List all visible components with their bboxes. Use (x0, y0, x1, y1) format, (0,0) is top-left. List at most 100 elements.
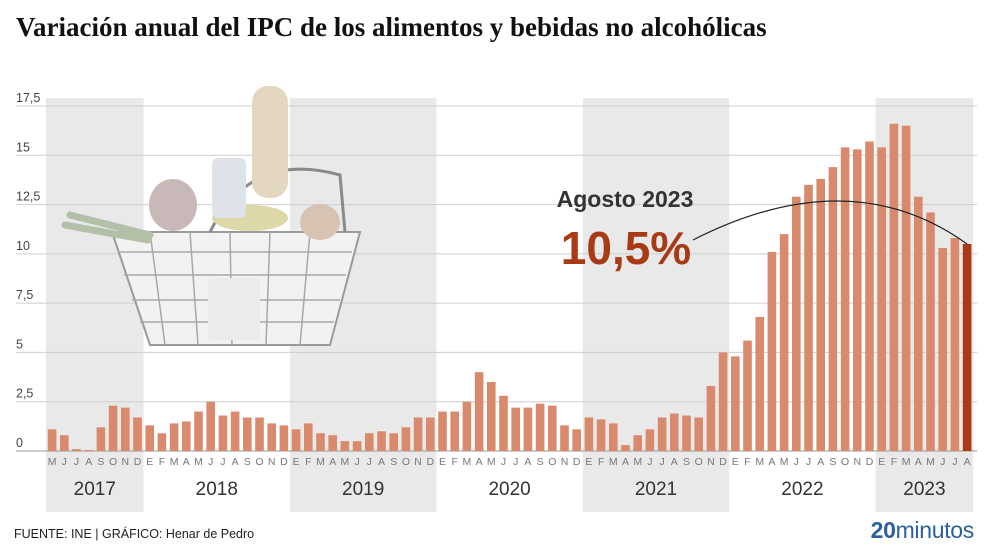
bar (243, 417, 252, 451)
month-label: A (622, 456, 629, 468)
month-label: S (683, 456, 690, 468)
annotation-connector (692, 200, 968, 245)
month-label: N (707, 456, 715, 468)
shopping-basket-icon (61, 86, 362, 346)
chart-title: Variación anual del IPC de los alimentos… (16, 12, 767, 42)
month-label: S (829, 456, 836, 468)
month-label: S (244, 456, 251, 468)
month-label: M (902, 456, 911, 468)
bar (511, 407, 520, 451)
bar (682, 415, 691, 451)
month-label: A (329, 456, 336, 468)
month-label: J (940, 456, 945, 468)
month-label: E (146, 456, 153, 468)
bar (962, 244, 972, 451)
bar (560, 425, 569, 451)
bar (206, 401, 215, 451)
bar (914, 196, 923, 451)
bar (572, 429, 581, 451)
y-tick-label: 2,5 (16, 387, 33, 401)
month-label: O (841, 456, 849, 468)
month-label: S (390, 456, 397, 468)
bar (950, 238, 960, 451)
annotation-group: Agosto 2023 10,5% (557, 186, 968, 274)
bar (60, 435, 69, 451)
month-label: J (806, 456, 811, 468)
month-label: S (537, 456, 544, 468)
month-label: A (183, 456, 190, 468)
month-label: E (439, 456, 446, 468)
month-label: M (316, 456, 325, 468)
month-label: N (122, 456, 130, 468)
month-label: J (647, 456, 652, 468)
month-label: F (891, 456, 897, 468)
month-label: J (367, 456, 372, 468)
bar (853, 149, 862, 451)
bar (596, 419, 606, 451)
month-label: J (501, 456, 506, 468)
month-label: J (513, 456, 518, 468)
month-label: D (134, 456, 142, 468)
month-label: M (341, 456, 350, 468)
month-label: N (561, 456, 569, 468)
bar (743, 340, 752, 451)
bar (279, 425, 289, 451)
bar (840, 147, 850, 451)
month-label: J (952, 456, 957, 468)
bar (72, 449, 81, 451)
month-label: N (854, 456, 862, 468)
bar (389, 433, 398, 451)
bar (133, 417, 142, 451)
month-label: F (598, 456, 604, 468)
month-label: J (62, 456, 67, 468)
bar (377, 431, 386, 451)
bars (47, 123, 972, 451)
month-label: D (427, 456, 435, 468)
bar (487, 382, 496, 451)
bar (779, 234, 789, 451)
month-label: M (609, 456, 618, 468)
month-label: A (817, 456, 824, 468)
y-tick-label: 5 (16, 337, 23, 351)
year-label-2021: 2021 (635, 479, 677, 500)
annotation-label: Agosto 2023 (557, 186, 694, 212)
month-label: M (926, 456, 935, 468)
bar (926, 212, 935, 451)
bar (474, 372, 484, 451)
bar (47, 429, 57, 451)
month-label: M (633, 456, 642, 468)
y-tick-label: 10 (16, 239, 30, 253)
y-tick-label: 7,5 (16, 288, 33, 302)
bar (182, 421, 191, 451)
month-label: J (794, 456, 799, 468)
month-label: F (744, 456, 750, 468)
bar (413, 417, 423, 451)
month-label: A (476, 456, 483, 468)
bar (792, 196, 801, 451)
month-label: F (451, 456, 457, 468)
month-label: E (293, 456, 300, 468)
bar (865, 141, 874, 451)
month-label: F (159, 456, 165, 468)
bar (548, 405, 557, 451)
bar (694, 417, 703, 451)
month-label: J (659, 456, 664, 468)
bar (535, 403, 545, 451)
month-label: N (414, 456, 422, 468)
bar (145, 425, 154, 451)
month-label: O (402, 456, 410, 468)
bar (328, 435, 337, 451)
bar (633, 435, 642, 451)
bar (84, 450, 93, 451)
month-label: J (354, 456, 359, 468)
footer-source: FUENTE: INE | GRÁFICO: Henar de Pedro (14, 527, 255, 541)
year-label-2020: 2020 (488, 479, 530, 500)
bar (121, 407, 130, 451)
bar (804, 184, 813, 451)
bar (670, 413, 679, 451)
month-label: F (305, 456, 311, 468)
month-label: J (74, 456, 79, 468)
month-label: D (573, 456, 581, 468)
